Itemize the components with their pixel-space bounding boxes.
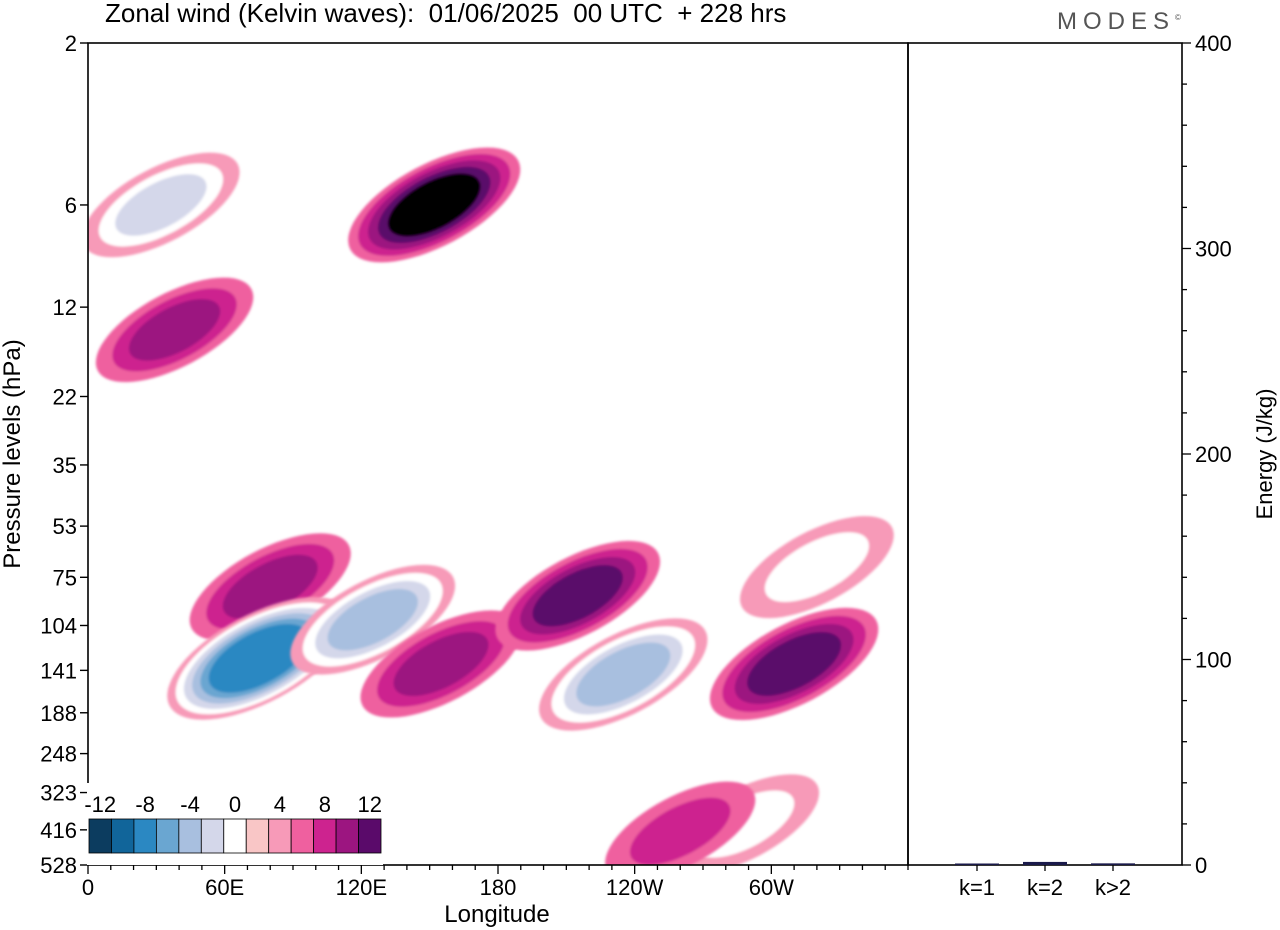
energy-tick-label: 400	[1195, 31, 1232, 56]
colorbar-swatch	[223, 818, 247, 854]
contour-band	[764, 532, 869, 602]
y-tick-label: 248	[40, 742, 77, 767]
colorbar-label: 12	[358, 792, 382, 817]
y-tick-label: 2	[65, 31, 77, 56]
contour-band	[747, 631, 842, 696]
y-tick-label: 6	[65, 193, 77, 218]
colorbar-swatch	[200, 818, 225, 854]
colorbar-label: 8	[319, 792, 331, 817]
y-tick-label: 528	[40, 853, 77, 878]
chart-title: Zonal wind (Kelvin waves): 01/06/2025 00…	[105, 0, 787, 28]
y-tick-label: 22	[53, 384, 77, 409]
contour-band	[128, 299, 221, 361]
x-tick-label: 60E	[205, 875, 244, 900]
energy-tick-label: 200	[1195, 442, 1232, 467]
wave-feature-negative	[88, 152, 240, 258]
contour-band	[387, 173, 481, 237]
colorbar-legend: -12 -8 -4 0 4 8 12	[84, 783, 383, 865]
colorbar-swatch	[358, 818, 382, 854]
energy-category-label: k>2	[1095, 875, 1131, 900]
energy-axis: 0 100 200 300 400	[1182, 31, 1232, 878]
energy-bar	[955, 863, 999, 865]
contour-band	[576, 642, 671, 707]
colorbar-swatch	[335, 818, 359, 854]
y-tick-label: 75	[53, 565, 77, 590]
colorbar-swatch	[133, 818, 157, 854]
x-axis-label: Longitude	[444, 901, 549, 928]
wave-feature-positive	[495, 540, 661, 651]
x-tick-label: 120W	[606, 875, 664, 900]
longitude-axis: 0 60E 120E 180 120W 60W	[82, 865, 909, 900]
wave-feature-positive	[189, 533, 351, 641]
colorbar-swatch	[155, 818, 180, 854]
colorbar-swatch	[268, 818, 292, 854]
wave-feature-positive	[348, 147, 521, 263]
brand-logo: MODES©	[1057, 8, 1181, 36]
y-tick-label: 104	[40, 613, 77, 638]
brand-name: MODES	[1057, 8, 1176, 35]
y-tick-label: 12	[53, 295, 77, 320]
y-tick-label: 35	[53, 453, 77, 478]
contour-band	[115, 174, 207, 236]
colorbar-swatch	[88, 818, 112, 854]
contour-band	[532, 565, 623, 627]
energy-axis-label: Energy (J/kg)	[1252, 389, 1277, 520]
colorbar-label: 4	[274, 792, 286, 817]
colorbar-label: -8	[135, 792, 155, 817]
energy-category-label: k=1	[959, 875, 995, 900]
y-axis-label: Pressure levels (hPa)	[0, 339, 26, 568]
x-tick-label: 180	[480, 875, 517, 900]
contour-band	[327, 589, 418, 651]
wave-feature-negative	[539, 618, 708, 731]
wave-feature-negative	[290, 564, 456, 675]
y-tick-label: 416	[40, 818, 77, 843]
contour-band	[208, 623, 310, 693]
contour-band	[393, 631, 489, 697]
energy-bar	[1023, 861, 1067, 865]
colorbar-swatch	[313, 818, 337, 854]
x-tick-label: 60W	[749, 875, 794, 900]
energy-bars: k=1 k=2 k>2	[955, 861, 1135, 900]
x-tick-label: 0	[82, 875, 94, 900]
colorbar-label: -12	[84, 792, 116, 817]
energy-bar	[1091, 863, 1135, 865]
colorbar-swatch	[178, 818, 202, 854]
energy-category-label: k=2	[1027, 875, 1063, 900]
pressure-axis: 2 6 12 22 35 53 75 104 141 188 248 323 416 528	[40, 31, 88, 878]
wave-feature-positive	[360, 610, 522, 718]
colorbar-swatch	[111, 818, 135, 854]
colorbar-swatch	[245, 818, 270, 854]
wave-feature-negative	[739, 516, 894, 619]
contour-band	[629, 797, 731, 865]
colorbar-label: 0	[229, 792, 241, 817]
colorbar-label: -4	[180, 792, 200, 817]
y-tick-label: 323	[40, 781, 77, 806]
y-tick-label: 141	[40, 658, 77, 683]
wave-feature-positive	[709, 607, 879, 721]
energy-frame	[907, 42, 1183, 866]
colorbar-swatch	[290, 818, 315, 854]
wave-feature-positive	[605, 781, 756, 865]
energy-tick-label: 100	[1195, 648, 1232, 673]
y-tick-label: 188	[40, 701, 77, 726]
heatmap-field	[88, 147, 894, 865]
wave-feature-positive	[95, 277, 254, 383]
energy-tick-label: 0	[1195, 853, 1207, 878]
y-tick-label: 53	[53, 514, 77, 539]
energy-tick-label: 300	[1195, 237, 1232, 262]
contour-band	[222, 554, 318, 619]
x-tick-label: 120E	[336, 875, 387, 900]
brand-mark: ©	[1175, 13, 1181, 22]
